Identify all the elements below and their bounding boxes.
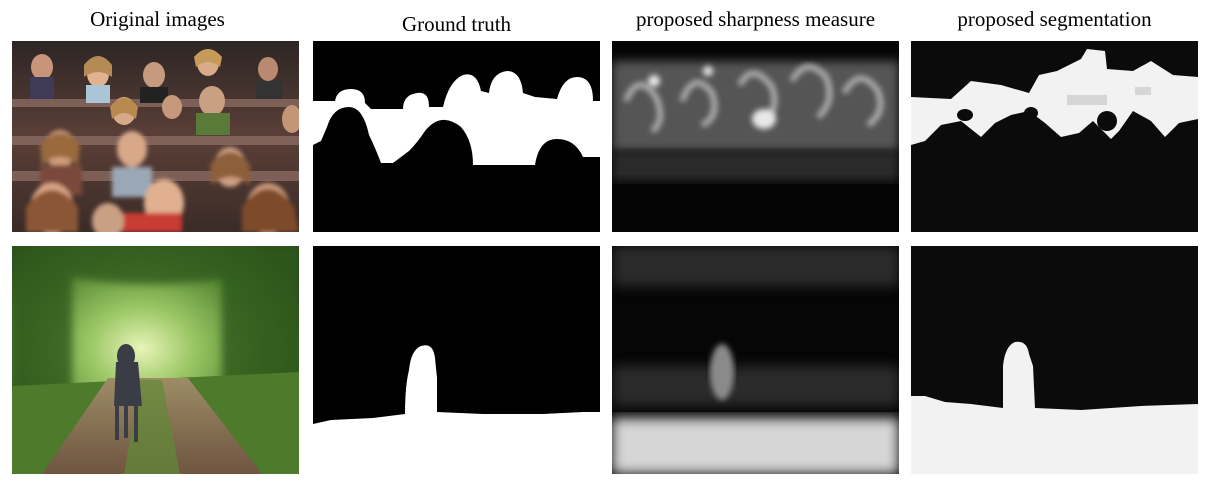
original-image-lecture-hall xyxy=(12,41,299,232)
sharpness-map-dog-forest xyxy=(612,246,899,474)
segmentation-mask-dog-forest xyxy=(911,246,1198,474)
column-title-sharpness: proposed sharpness measure xyxy=(635,7,876,31)
column-title-original: Original images xyxy=(90,7,225,31)
column-title-ground-truth: Ground truth xyxy=(401,12,512,36)
original-image-dog-forest xyxy=(12,246,299,474)
ground-truth-mask-lecture-hall xyxy=(313,41,600,232)
segmentation-mask-lecture-hall xyxy=(911,41,1198,232)
sharpness-map-lecture-hall xyxy=(612,41,899,232)
column-title-segmentation: proposed segmentation xyxy=(957,7,1152,31)
ground-truth-mask-dog-forest xyxy=(313,246,600,428)
